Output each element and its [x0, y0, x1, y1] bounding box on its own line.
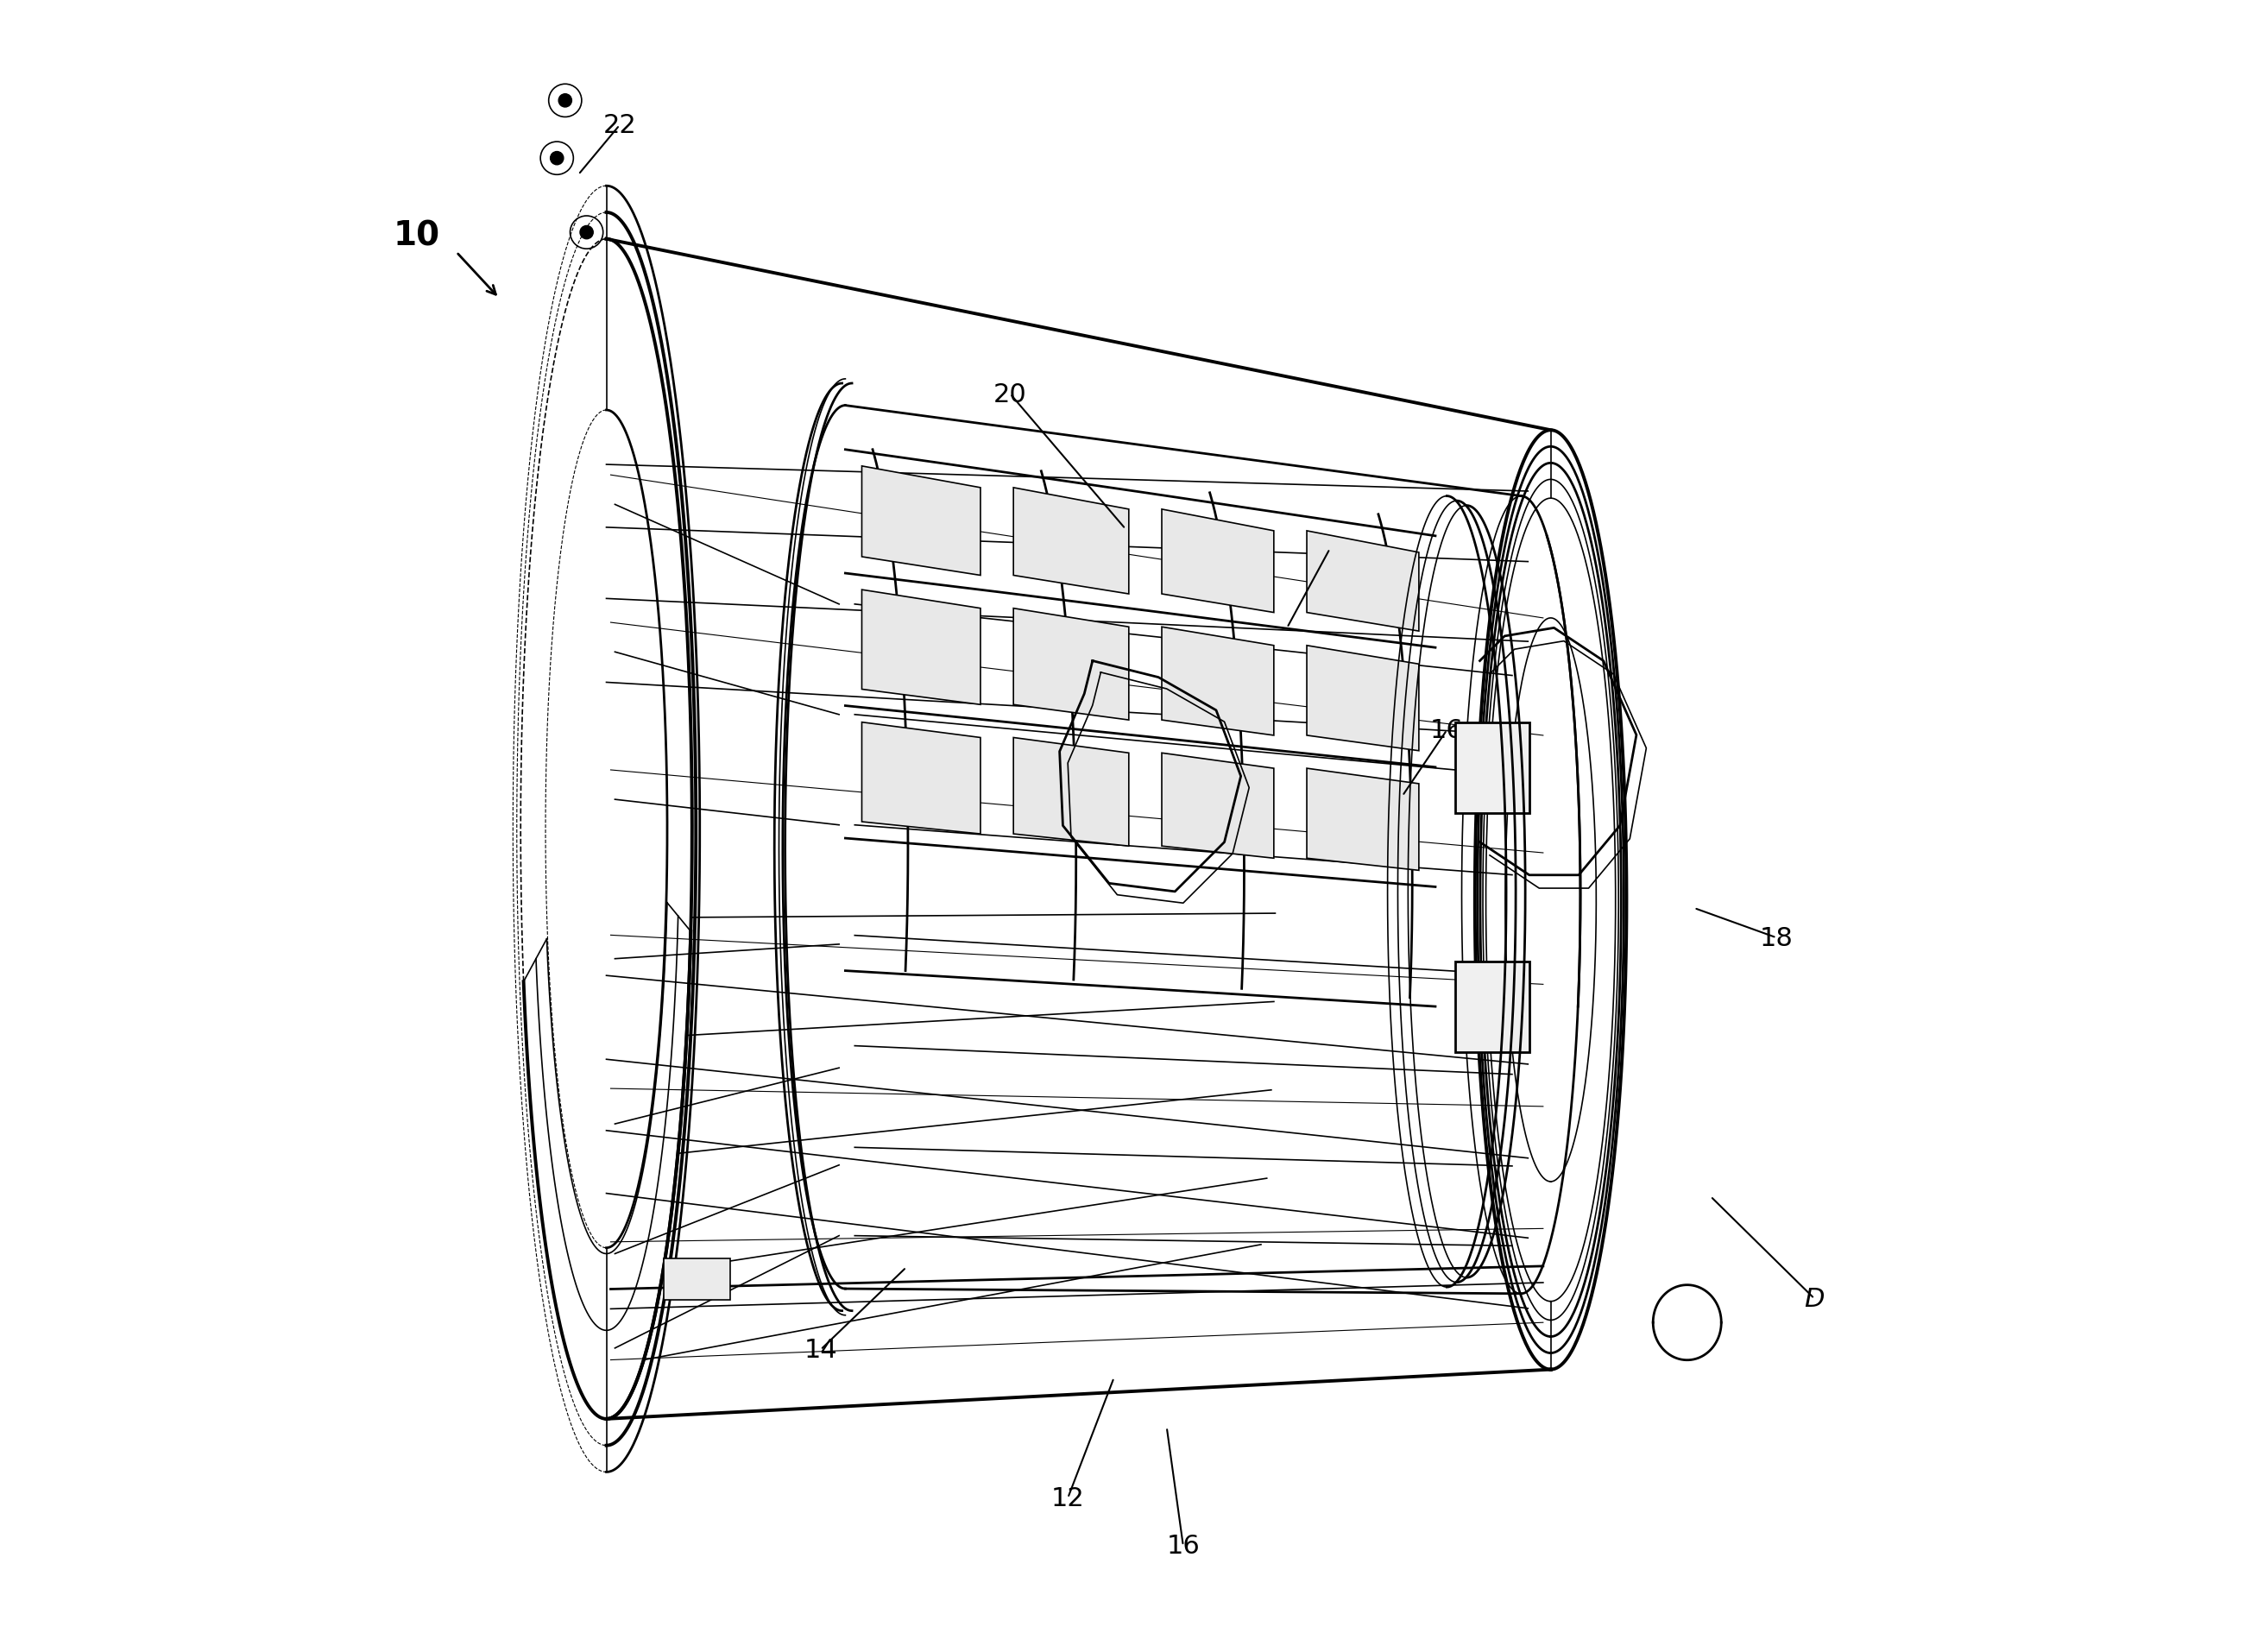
Text: 20: 20 [993, 382, 1026, 406]
Circle shape [558, 94, 572, 107]
Circle shape [581, 226, 594, 240]
Polygon shape [1013, 487, 1128, 595]
Text: 16: 16 [1166, 1533, 1200, 1558]
Circle shape [549, 152, 563, 165]
Polygon shape [1162, 628, 1274, 735]
Text: 14: 14 [804, 1338, 837, 1363]
Text: 18: 18 [1760, 925, 1794, 950]
Polygon shape [1162, 510, 1274, 613]
Text: 12: 12 [1051, 1485, 1085, 1510]
Text: 22: 22 [603, 114, 637, 139]
Polygon shape [1162, 753, 1274, 859]
Polygon shape [664, 1259, 729, 1300]
Polygon shape [1308, 646, 1418, 752]
Text: 10: 10 [394, 220, 441, 253]
Polygon shape [1454, 961, 1528, 1052]
Polygon shape [1308, 768, 1418, 871]
Text: 16: 16 [1312, 537, 1346, 562]
Polygon shape [862, 722, 981, 834]
Text: D: D [1805, 1287, 1826, 1312]
Polygon shape [862, 590, 981, 705]
Polygon shape [1013, 610, 1128, 720]
Polygon shape [862, 466, 981, 577]
Polygon shape [1013, 738, 1128, 846]
Polygon shape [1454, 724, 1528, 814]
Polygon shape [1308, 532, 1418, 631]
Text: 16: 16 [1429, 719, 1463, 743]
